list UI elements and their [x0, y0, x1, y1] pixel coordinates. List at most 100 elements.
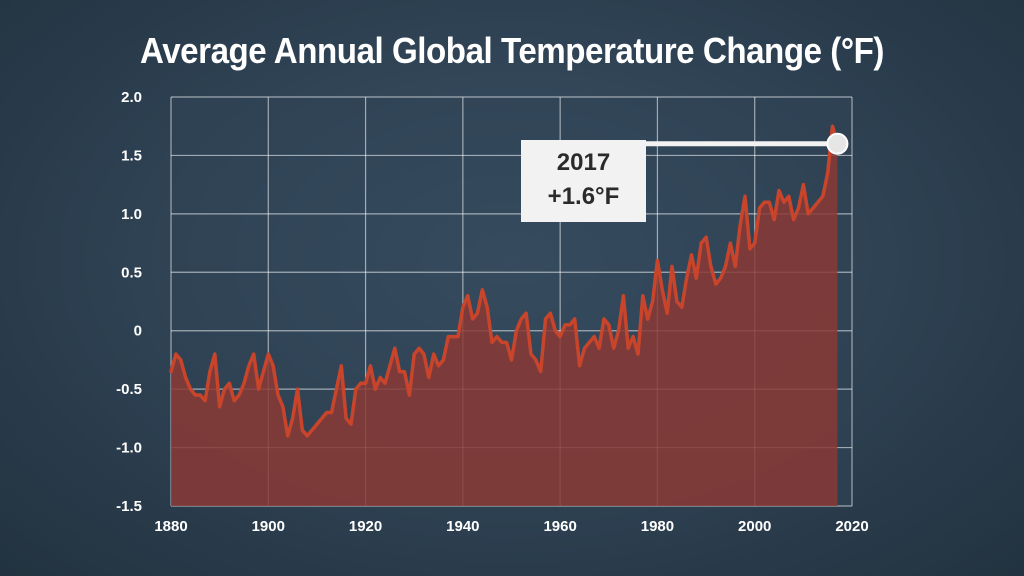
data-point — [802, 183, 805, 186]
callout-box: 2017 +1.6°F — [521, 140, 646, 222]
data-point — [822, 195, 824, 198]
data-point — [710, 265, 712, 268]
data-point — [413, 353, 416, 355]
callout-year: 2017 — [556, 149, 611, 176]
data-point — [277, 394, 279, 396]
data-point — [350, 423, 352, 426]
data-point — [345, 417, 347, 420]
data-point — [248, 364, 250, 367]
data-point — [510, 359, 513, 361]
data-point — [549, 312, 552, 314]
data-point — [783, 201, 785, 203]
data-point — [530, 353, 532, 355]
data-point — [817, 201, 819, 203]
data-point — [603, 318, 605, 320]
data-point — [520, 318, 523, 320]
x-tick-label: 2020 — [835, 518, 868, 535]
data-point — [408, 394, 411, 396]
data-point — [466, 294, 469, 297]
data-point — [476, 312, 479, 314]
x-tick-label: 1900 — [252, 518, 285, 535]
data-point — [797, 207, 800, 209]
x-tick-label: 1940 — [446, 518, 479, 535]
data-point — [306, 435, 309, 437]
data-point — [418, 347, 420, 350]
data-point — [763, 201, 766, 203]
data-point — [515, 329, 518, 332]
data-point — [272, 364, 274, 367]
data-point — [680, 306, 683, 309]
y-tick-label: 2.0 — [121, 89, 142, 106]
data-point — [695, 277, 698, 279]
data-point — [316, 423, 318, 426]
data-point — [705, 236, 707, 239]
data-point — [539, 370, 542, 373]
data-point — [491, 341, 493, 344]
data-point — [301, 429, 304, 431]
data-point — [228, 382, 231, 385]
data-point — [389, 364, 391, 367]
data-point — [330, 411, 333, 414]
highlight-point — [826, 132, 849, 155]
data-point — [666, 312, 668, 314]
data-point — [729, 242, 732, 244]
data-point — [223, 388, 226, 390]
data-point — [685, 277, 688, 279]
chart-title: Average Annual Global Temperature Change… — [139, 30, 884, 71]
data-point — [778, 189, 780, 192]
data-point — [559, 335, 561, 338]
data-point — [651, 300, 654, 303]
y-tick-label: 1.5 — [121, 147, 142, 164]
y-tick-label: 0.5 — [121, 264, 142, 281]
y-axis-ticks: 2.0 1.5 1.0 0.5 0 -0.5 -1.0 -1.5 — [116, 89, 142, 515]
data-point — [554, 329, 557, 332]
data-point — [617, 329, 620, 332]
data-point — [462, 306, 464, 309]
data-point — [243, 382, 245, 385]
data-point — [213, 353, 216, 355]
data-point — [622, 294, 625, 297]
x-tick-label: 2000 — [738, 518, 771, 535]
data-point — [194, 394, 197, 396]
data-point — [359, 382, 362, 385]
data-point — [457, 335, 459, 338]
temperature-line — [169, 124, 840, 438]
data-point — [442, 359, 445, 361]
data-point — [812, 207, 814, 209]
data-point — [583, 347, 586, 350]
highlight-marker — [646, 132, 849, 155]
data-point — [384, 382, 386, 385]
data-point — [715, 283, 717, 285]
temperature-area — [171, 126, 838, 506]
data-point — [311, 429, 313, 431]
data-point — [369, 364, 372, 367]
data-point — [486, 306, 488, 309]
data-point — [787, 195, 790, 198]
data-point — [792, 218, 795, 221]
data-point — [773, 218, 775, 221]
data-point — [452, 335, 454, 338]
data-point — [646, 318, 649, 320]
data-point — [282, 405, 284, 408]
data-point — [437, 364, 440, 367]
callout-value: +1.6°F — [547, 183, 620, 210]
data-point — [607, 324, 610, 326]
data-point — [826, 172, 829, 174]
data-point — [505, 341, 508, 344]
data-point — [719, 277, 722, 279]
x-tick-label: 1960 — [543, 518, 576, 535]
data-point — [671, 265, 673, 268]
data-point — [676, 300, 678, 303]
data-point — [749, 248, 751, 250]
data-point — [471, 318, 474, 320]
data-point — [627, 347, 630, 350]
data-point — [637, 353, 639, 355]
x-tick-label: 1980 — [641, 518, 674, 535]
data-point — [642, 294, 644, 297]
data-point — [564, 324, 566, 326]
data-point — [423, 353, 425, 355]
data-point — [325, 411, 328, 414]
data-point — [393, 347, 396, 350]
data-point — [233, 400, 236, 402]
